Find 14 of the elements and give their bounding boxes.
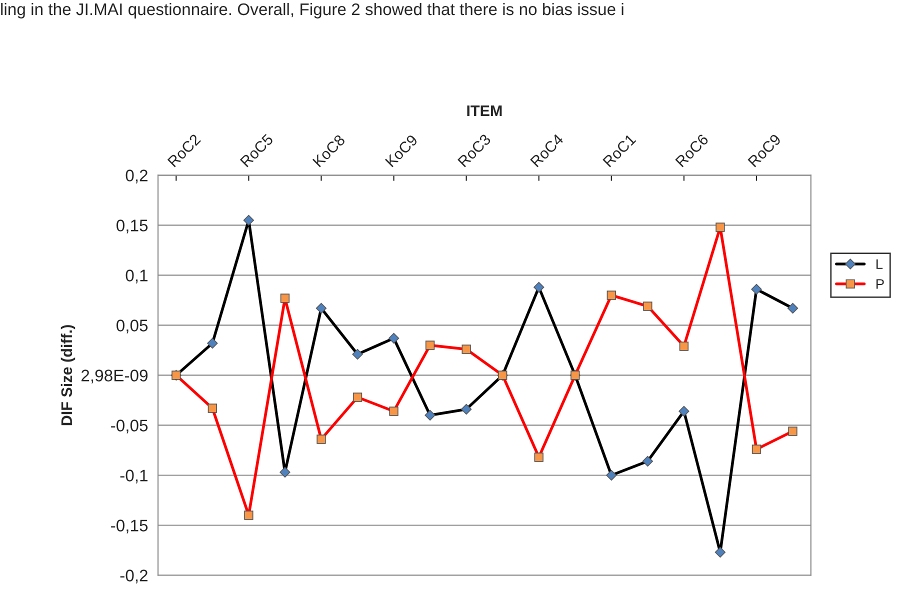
y-tick-label: 0,05 [116,320,148,334]
y-tick-label: -0,05 [111,420,148,434]
x-axis-title: ITEM [467,106,502,116]
y-tick-label: 2,98E-09 [82,370,148,384]
y-tick-label: 0,1 [126,270,148,284]
y-tick-label: 0,15 [116,220,148,234]
y-tick-label: 0,2 [126,170,148,184]
text: ling in the JI.MAI questionnaire. Overall, Figure 2 showed that there is no bias issue i [1,2,624,18]
y-axis-title: DIF Size (diff.) [60,325,76,426]
legend-label: P [876,279,884,289]
y-tick-label: -0,2 [120,570,148,584]
y-tick-label: -0,1 [120,470,148,484]
legend-label: L [876,259,883,269]
y-tick-label: -0,15 [111,520,148,534]
